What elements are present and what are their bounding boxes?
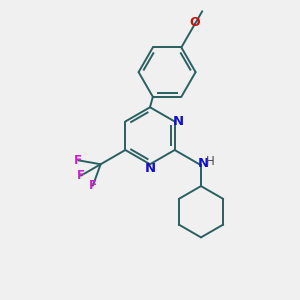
Text: N: N	[197, 157, 208, 170]
Text: N: N	[144, 161, 156, 175]
Text: F: F	[74, 154, 82, 167]
Text: N: N	[173, 115, 184, 128]
Text: H: H	[206, 155, 215, 168]
Text: F: F	[89, 179, 97, 192]
Text: F: F	[77, 169, 85, 182]
Text: O: O	[189, 16, 200, 29]
